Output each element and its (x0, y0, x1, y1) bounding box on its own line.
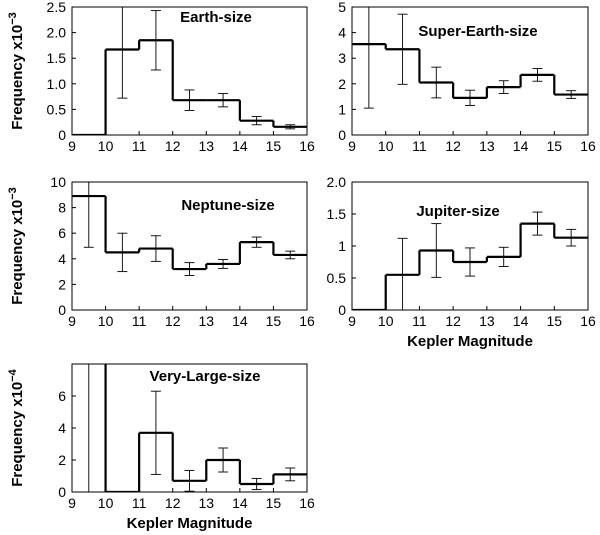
x-tick-label: 16 (580, 138, 596, 154)
axes-frame (351, 6, 589, 136)
y-tick-label: 10 (50, 174, 66, 190)
y-tick-label: 6 (58, 225, 66, 241)
y-axis-label: Frequency x10−3 (7, 187, 26, 305)
x-tick-label: 15 (546, 313, 562, 329)
y-tick-label: 1.5 (47, 50, 67, 66)
x-tick-label: 10 (98, 138, 114, 154)
x-tick-label: 10 (98, 313, 114, 329)
x-tick-label: 12 (165, 138, 181, 154)
y-tick-label: 1.0 (47, 76, 67, 92)
y-axis-label: Frequency x10−4 (7, 368, 26, 486)
x-tick-label: 10 (378, 313, 394, 329)
x-tick-label: 9 (348, 313, 356, 329)
x-tick-label: 12 (165, 495, 181, 511)
x-tick-label: 16 (299, 495, 315, 511)
y-tick-label: 2 (338, 76, 346, 92)
y-axis-label-text: Frequency x10 (9, 200, 26, 305)
panel: 9 10 11 12 13 14 15 16 0 2 4 6 Very-Large-size Freque… (7, 363, 315, 532)
y-tick-label: 0 (58, 127, 66, 143)
panel: 9 10 11 12 13 14 15 16 0 2 4 6 8 10 Neptune-size Freque… (7, 174, 315, 329)
y-axis-label-text: Frequency x10 (9, 382, 26, 487)
panel-title: Neptune-size (181, 197, 274, 214)
y-tick-label: 1.5 (327, 206, 347, 222)
y-tick-label: 2 (58, 452, 66, 468)
x-tick-label: 11 (132, 313, 147, 329)
panel-title: Super-Earth-size (418, 23, 537, 40)
y-axis-label: Frequency x10−3 (7, 12, 26, 130)
panel-title: Very-Large-size (150, 368, 261, 385)
x-tick-label: 14 (232, 138, 248, 154)
y-tick-label: 1 (338, 101, 346, 117)
x-tick-label: 12 (445, 313, 461, 329)
plot-area (72, 182, 307, 276)
x-tick-label: 15 (266, 495, 282, 511)
x-tick-label: 12 (165, 313, 181, 329)
x-tick-label: 13 (198, 495, 214, 511)
y-tick-label: 0 (58, 484, 66, 500)
y-tick-label: 6 (58, 388, 66, 404)
y-axis-label-exponent: −4 (7, 368, 19, 381)
axes-frame (71, 181, 308, 311)
y-tick-label: 4 (338, 25, 346, 41)
x-tick-label: 16 (299, 138, 315, 154)
x-tick-label: 16 (299, 313, 315, 329)
y-tick-label: 1 (338, 238, 346, 254)
x-tick-label: 11 (412, 138, 427, 154)
x-tick-label: 12 (445, 138, 461, 154)
x-tick-label: 11 (132, 138, 147, 154)
x-axis-label: Kepler Magnitude (127, 515, 253, 532)
x-tick-label: 14 (232, 495, 248, 511)
y-tick-label: 2.0 (47, 25, 67, 41)
y-tick-label: 4 (58, 251, 66, 267)
plot-area (352, 7, 588, 109)
y-tick-label: 2.0 (327, 174, 347, 190)
panel-title: Jupiter-size (416, 203, 499, 220)
plot-area (83, 364, 307, 492)
y-axis-label-exponent: −3 (7, 187, 19, 200)
x-tick-label: 11 (132, 495, 147, 511)
x-tick-label: 10 (378, 138, 394, 154)
x-tick-label: 9 (68, 495, 76, 511)
axes-frame (71, 6, 308, 136)
y-tick-label: 2 (58, 276, 66, 292)
y-tick-label: 4 (58, 420, 66, 436)
x-tick-label: 13 (198, 138, 214, 154)
y-tick-label: 0.5 (327, 270, 347, 286)
x-tick-label: 9 (348, 138, 356, 154)
y-tick-label: 2.5 (47, 0, 67, 15)
y-tick-label: 0 (58, 302, 66, 318)
x-tick-label: 11 (412, 313, 427, 329)
x-tick-label: 15 (266, 313, 282, 329)
y-tick-label: 0 (338, 302, 346, 318)
plot-area (352, 211, 588, 310)
x-tick-label: 16 (580, 313, 596, 329)
x-tick-label: 14 (232, 313, 248, 329)
x-tick-label: 9 (68, 313, 76, 329)
y-axis-label-exponent: −3 (7, 12, 19, 25)
y-tick-label: 0 (338, 127, 346, 143)
x-tick-label: 13 (479, 313, 495, 329)
x-tick-label: 10 (98, 495, 114, 511)
y-tick-label: 3 (338, 50, 346, 66)
x-tick-label: 15 (546, 138, 562, 154)
y-tick-label: 8 (58, 200, 66, 216)
plot-area (72, 7, 307, 135)
y-tick-label: 0.5 (47, 101, 67, 117)
panel: 9 10 11 12 13 14 15 16 0 0.5 1.0 1.5 2.0 2.5 Earth-siz… (7, 0, 315, 154)
x-tick-label: 14 (513, 313, 529, 329)
axes-frame (351, 181, 589, 311)
panel: 9 10 11 12 13 14 15 16 0 0.5 1 1.5 2.0 Jupiter-size Ke… (327, 174, 596, 350)
x-tick-label: 13 (479, 138, 495, 154)
y-tick-label: 5 (338, 0, 346, 15)
panel-title: Earth-size (180, 9, 252, 26)
x-tick-label: 15 (266, 138, 282, 154)
x-axis-label: Kepler Magnitude (407, 333, 533, 350)
y-axis-label-text: Frequency x10 (9, 25, 26, 130)
x-tick-label: 13 (198, 313, 214, 329)
x-tick-label: 9 (68, 138, 76, 154)
x-tick-label: 14 (513, 138, 529, 154)
